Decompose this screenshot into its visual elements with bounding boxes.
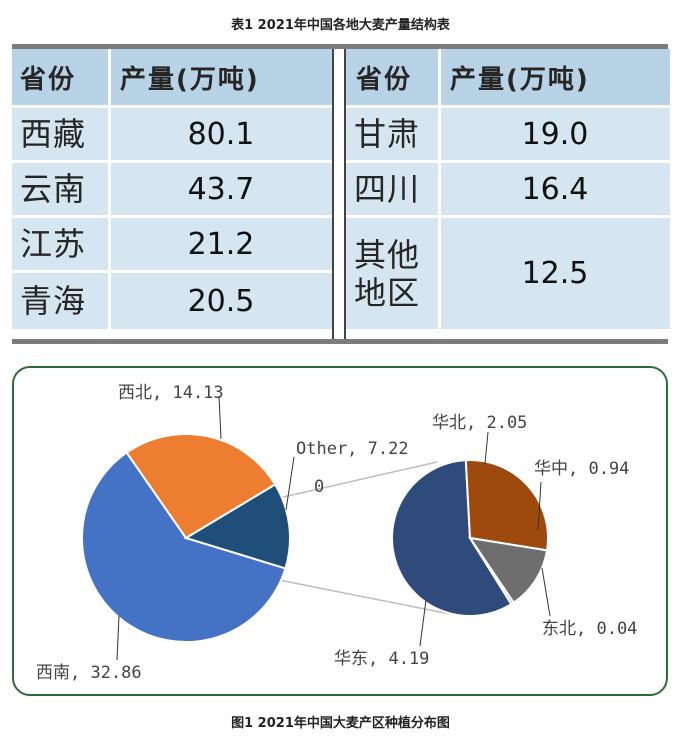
header-province: 省份 [20, 64, 77, 95]
output-cell: 20.5 [187, 283, 255, 319]
leader-line [116, 615, 120, 661]
leader-line [419, 599, 427, 647]
figure-caption: 图1 2021年中国大麦产区种植分布图 [231, 716, 450, 731]
leader-line [484, 431, 489, 465]
column-divider [438, 49, 441, 339]
table-row: 四川 16.4 [346, 163, 670, 218]
province-cell: 其他 地区 [346, 218, 438, 329]
province-cell: 西藏 [20, 115, 87, 153]
leader-line [218, 395, 222, 440]
chart-frame: 西北, 14.13 Other, 7.22 0 西南, 32.86 华北, 2.… [12, 366, 668, 696]
leader-lines [116, 395, 551, 661]
output-cell: 43.7 [187, 171, 255, 207]
output-cell: 21.2 [187, 226, 255, 262]
leader-line [541, 567, 551, 617]
secondary-pie-slice-东北 [469, 537, 515, 606]
label-xibei: 西北, 14.13 [118, 383, 224, 403]
province-cell: 青海 [20, 282, 87, 320]
leader-line [285, 456, 295, 511]
main-pie [81, 433, 291, 643]
label-huadong: 华东, 4.19 [334, 649, 429, 669]
connector-line-top [278, 461, 438, 499]
main-pie-slice-西南 [81, 451, 287, 643]
output-cell: 80.1 [187, 116, 255, 152]
table-right-half: 省份 产量(万吨) 甘肃 19.0 四川 16.4 其他 地区 12.5 [344, 49, 670, 339]
province-line-1: 其他 [354, 235, 421, 274]
table-row: 江苏 21.2 [12, 218, 332, 273]
header-province: 省份 [356, 64, 413, 95]
pie-of-pie-chart: 西北, 14.13 Other, 7.22 0 西南, 32.86 华北, 2.… [36, 383, 637, 683]
label-dongbei: 东北, 0.04 [542, 619, 637, 639]
table-header-left: 省份 产量(万吨) [12, 49, 332, 108]
label-xinan: 西南, 32.86 [36, 663, 142, 683]
province-cell: 四川 [354, 170, 421, 208]
header-output: 产量(万吨) [120, 64, 260, 95]
secondary-pie-slice-华东 [391, 459, 513, 617]
production-table: 省份 产量(万吨) 西藏 80.1 云南 43.7 江苏 21.2 青海 20.… [12, 44, 670, 344]
province-line-2: 地区 [354, 273, 421, 312]
output-cell: 16.4 [521, 171, 589, 207]
main-pie-slice-other [183, 483, 291, 570]
table-left-half: 省份 产量(万吨) 西藏 80.1 云南 43.7 江苏 21.2 青海 20.… [12, 49, 334, 339]
table-row: 其他 地区 12.5 [346, 218, 670, 329]
label-other: Other, 7.22 [296, 439, 409, 459]
output-cell: 19.0 [521, 116, 589, 152]
leader-line [537, 481, 542, 531]
secondary-pie-slice-华中 [467, 536, 549, 605]
table-row: 云南 43.7 [12, 163, 332, 218]
connector-lines [278, 461, 451, 615]
label-huabei: 华北, 2.05 [432, 413, 527, 433]
table-caption: 表1 2021年中国各地大麦产量结构表 [231, 18, 450, 33]
connector-line-bottom [278, 579, 451, 615]
header-output: 产量(万吨) [450, 64, 590, 95]
label-huazhong: 华中, 0.94 [534, 459, 629, 479]
table-row: 青海 20.5 [12, 273, 332, 329]
table-header-right: 省份 产量(万吨) [346, 49, 670, 108]
data-labels: 西北, 14.13 Other, 7.22 0 西南, 32.86 华北, 2.… [36, 383, 637, 683]
label-zero: 0 [314, 477, 324, 497]
province-cell: 云南 [20, 170, 87, 208]
output-cell: 12.5 [521, 256, 589, 291]
secondary-pie-slice-华北 [464, 459, 549, 552]
main-pie-slice-西北 [125, 433, 277, 540]
column-divider [108, 49, 111, 339]
secondary-pie [391, 459, 549, 617]
province-cell: 甘肃 [354, 115, 421, 153]
province-cell: 江苏 [20, 225, 87, 263]
table-row: 西藏 80.1 [12, 108, 332, 163]
table-row: 甘肃 19.0 [346, 108, 670, 163]
